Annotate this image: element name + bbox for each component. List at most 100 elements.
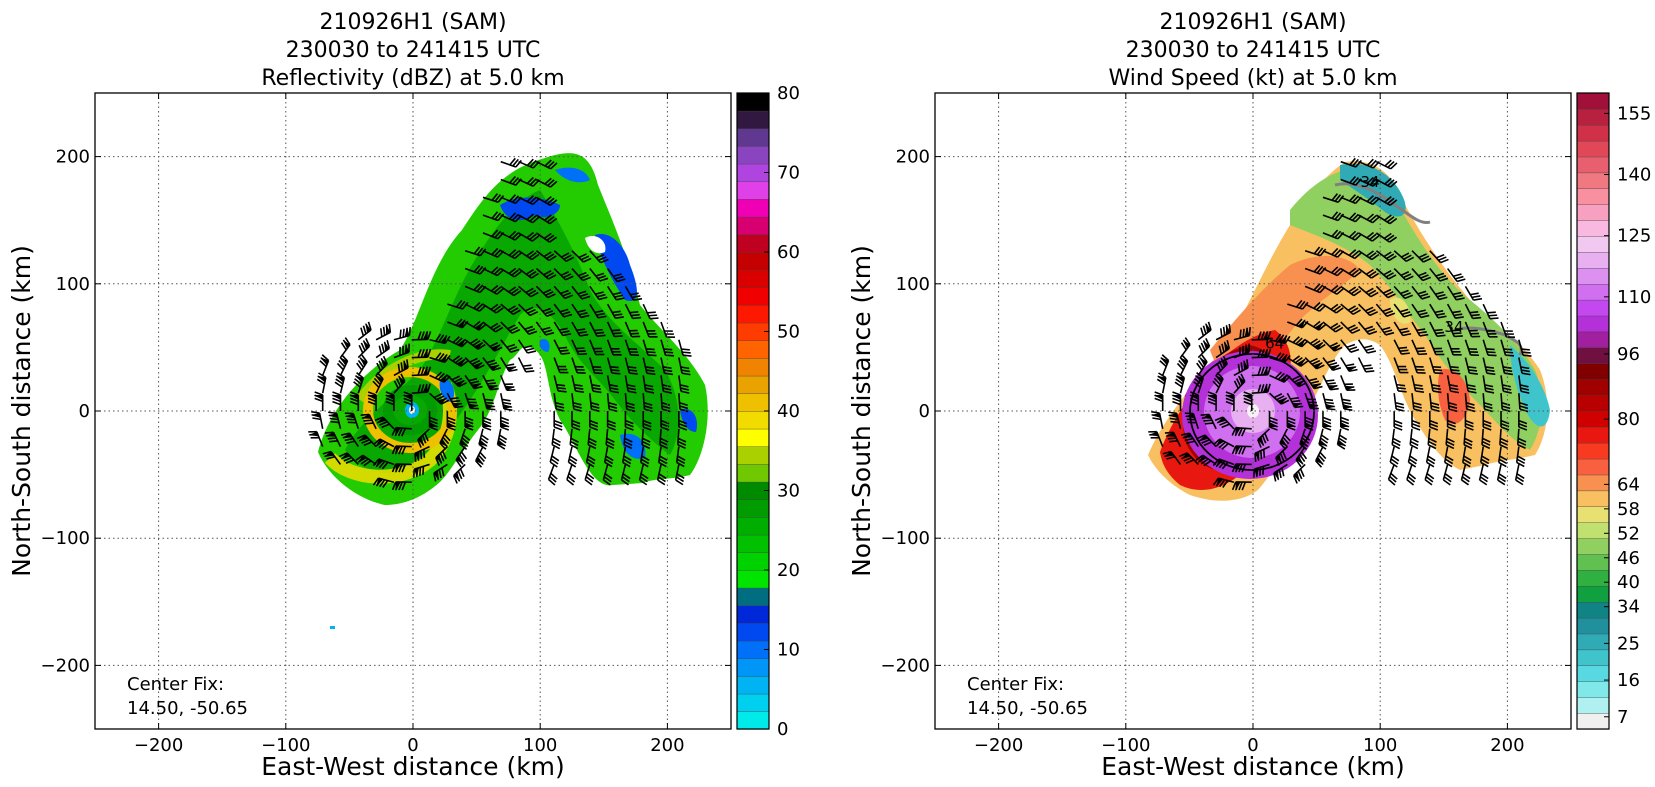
colorbar-segment [1576,156,1610,174]
contour-label: 64 [1265,335,1284,353]
wind-barb [1189,391,1200,411]
wind-barb [603,446,614,468]
colorbar-segment [1576,681,1610,698]
wind-barb [660,321,676,338]
wind-barb [624,357,638,375]
wind-barb [1393,411,1403,431]
wind-barb [1429,250,1449,264]
wind-barb [1196,354,1208,376]
colorbar-segment [736,393,770,412]
wind-barb [482,266,505,277]
colorbar-tick-label: 70 [777,163,800,184]
wind-barb [344,412,360,430]
wind-barb [1446,357,1461,375]
colorbar-segment [736,128,770,147]
wind-barb [517,357,535,373]
wind-barb [1387,464,1398,486]
wind-barb [1251,330,1272,341]
wind-barb [1304,246,1327,257]
wind-barb [500,285,522,297]
wind-barb [1340,375,1356,392]
colorbar-tick-label: 20 [777,560,800,581]
wind-barb [1427,428,1437,450]
wind-barb [589,375,602,394]
wind-barb [1233,373,1246,394]
colorbar-segment [1576,553,1610,571]
wind-barb [313,391,324,411]
wind-barb [676,428,687,450]
wind-barb [1464,285,1483,301]
wind-barb [1464,393,1476,413]
title-line-1: 210926H1 (SAM) [319,10,506,35]
wind-barb [553,250,575,263]
wind-barb [553,411,563,431]
wind-barb [331,391,342,411]
colorbar-segment [736,446,770,465]
wind-barb [535,232,558,243]
wind-barb [1429,303,1447,319]
wind-barb [1340,249,1362,260]
wind-barb [518,303,539,317]
wind-barb [356,354,368,376]
colorbar-tick-label: 50 [777,322,800,343]
echo-gap-1 [585,235,606,254]
wind-barb [660,375,672,394]
wind-barb [1257,428,1271,448]
wind-barb [1322,392,1336,411]
colorbar-segment [736,181,770,200]
wind-barb [606,375,620,394]
wind-barb [1340,303,1361,316]
colorbar-segment [1576,219,1610,237]
wind-barb [500,157,522,168]
wind-barb [1184,412,1200,430]
wind-barb [500,321,521,334]
x-tick-label: −200 [974,735,1023,756]
title-line-2: 230030 to 241415 UTC [1126,38,1381,63]
echo-patch-blue-2 [555,167,590,183]
wind-barb [1358,213,1380,224]
echo-speck [330,626,335,629]
wind-barb [587,428,597,450]
wind-barb [1212,458,1235,470]
wind-barb [1304,320,1327,331]
colorbar-segment [736,711,770,730]
wind-barb [412,463,430,478]
wind-barb [1340,157,1362,168]
wind-barb [535,196,558,206]
wind-barb [482,321,504,333]
wind-barb [393,373,406,394]
wind-barb [1357,321,1378,335]
wind-barb [1393,267,1414,281]
wind-barb [1286,336,1309,348]
wind-barb [1358,176,1380,187]
wind-barb [1500,393,1511,413]
wind-barb [464,392,479,410]
wind-barb [446,374,467,388]
wind-barb [553,285,574,300]
wind-barb [391,481,412,491]
wind-barb [656,464,667,486]
wind-barb [1340,285,1362,297]
wind-barb [1318,428,1329,450]
wind-barb [338,452,359,465]
colorbar-segment [1576,585,1610,603]
colorbar-segment [736,587,770,606]
wind-barb [1252,463,1270,478]
wind-barb [1446,285,1465,301]
wind-barb [336,354,349,376]
wind-barb [1322,339,1343,352]
wind-barb [339,337,351,359]
colorbar-segment [736,110,770,129]
wind-barb [1429,285,1448,301]
x-tick-label: 100 [1363,735,1397,756]
wind-barb [500,249,522,260]
wind-barb [1340,194,1362,205]
wind-barb [553,321,572,337]
y-tick-label: −100 [881,528,930,549]
y-tick-label: 200 [896,147,930,168]
y-tick-label: −200 [41,655,90,676]
colorbar-segment [1576,665,1610,682]
colorbar-segment [1576,490,1610,507]
wind-barb [357,338,371,359]
colorbar-segment [1576,569,1610,587]
